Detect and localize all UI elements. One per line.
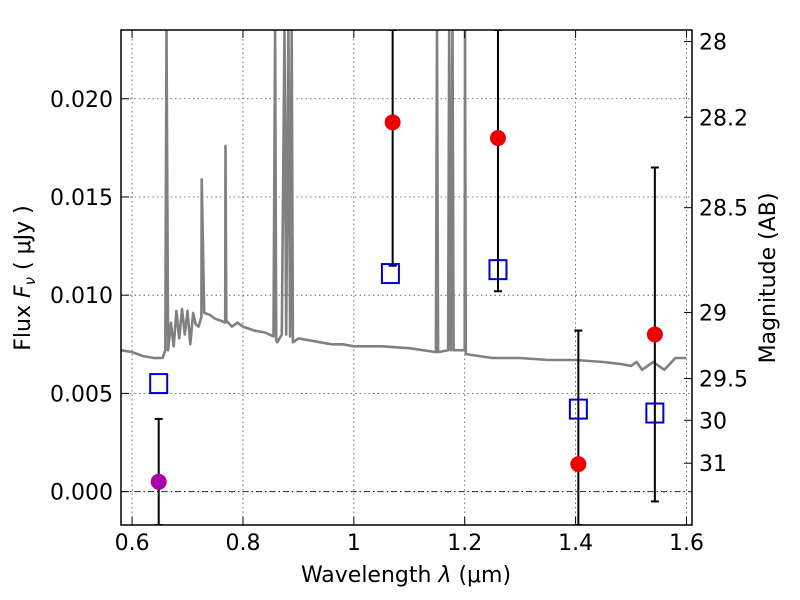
model-point bbox=[568, 398, 588, 420]
y-tick-label: 0.015 bbox=[50, 186, 113, 211]
grid-layer bbox=[121, 30, 692, 525]
data-point bbox=[646, 326, 663, 343]
model-point bbox=[645, 402, 665, 424]
x-tick-label: 1.4 bbox=[558, 531, 593, 556]
y2-axis-label: Magnitude (AB) bbox=[756, 193, 781, 364]
y2-tick-label: 28.5 bbox=[699, 197, 748, 222]
x-tick-label: 1.2 bbox=[447, 531, 482, 556]
y2-tick-label: 30 bbox=[699, 409, 727, 434]
y2-tick-label: 29.5 bbox=[699, 368, 748, 393]
x-tick-label: 1.6 bbox=[669, 531, 704, 556]
y-tick-label: 0.020 bbox=[50, 88, 113, 113]
data-point bbox=[489, 130, 506, 147]
y2-tick-label: 31 bbox=[699, 452, 727, 477]
y-tick-label: 0.000 bbox=[50, 481, 113, 506]
model-point bbox=[488, 259, 508, 281]
data-layer bbox=[121, 30, 692, 525]
y2-tick-label: 28 bbox=[699, 31, 727, 56]
y-tick-label: 0.010 bbox=[50, 284, 113, 309]
data-point bbox=[150, 473, 167, 490]
tick-layer: 0.6 0.8 1 1.2 1.4 1.6 0.000 0.005 0.010 0.015 0.02… bbox=[50, 30, 748, 556]
y2-tick-label: 28.2 bbox=[699, 106, 748, 131]
data-point bbox=[384, 114, 401, 131]
y-axis-label: Flux Fν ( μJy ) bbox=[11, 205, 39, 350]
x-tick-label: 1 bbox=[347, 531, 361, 556]
x-tick-label: 0.8 bbox=[225, 531, 260, 556]
y2-tick-label: 29 bbox=[699, 301, 727, 326]
model-point bbox=[149, 373, 169, 395]
model-point bbox=[380, 263, 400, 285]
y-tick-label: 0.005 bbox=[50, 382, 113, 407]
data-point bbox=[570, 456, 587, 473]
x-tick-label: 0.6 bbox=[115, 531, 150, 556]
plot-frame bbox=[120, 29, 693, 526]
x-axis-label: Wavelength λ (μm) bbox=[301, 563, 511, 588]
model-spectrum-line bbox=[121, 30, 687, 372]
